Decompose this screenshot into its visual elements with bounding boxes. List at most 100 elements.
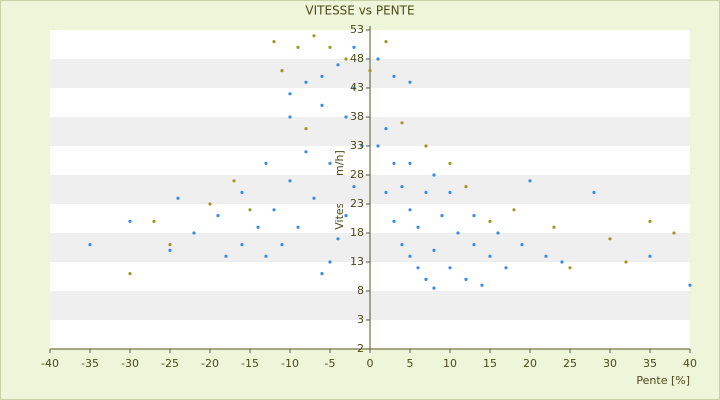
- data-point: [648, 219, 652, 223]
- data-point: [344, 214, 348, 218]
- data-point: [472, 214, 476, 218]
- data-point: [168, 248, 172, 252]
- data-point: [280, 69, 284, 73]
- data-point: [408, 208, 412, 212]
- data-point: [240, 190, 244, 194]
- data-point: [440, 214, 444, 218]
- x-tick-label: 15: [483, 357, 497, 370]
- data-point: [528, 179, 532, 183]
- data-point: [320, 272, 324, 276]
- data-point: [552, 225, 556, 229]
- y-tick-label: 18: [350, 226, 364, 239]
- y-tick-label: 3: [357, 313, 364, 326]
- data-point: [312, 34, 316, 38]
- data-point: [392, 74, 396, 78]
- data-point: [432, 173, 436, 177]
- data-point: [360, 144, 364, 148]
- x-tick-label: -5: [325, 357, 336, 370]
- x-tick-label: -30: [121, 357, 139, 370]
- data-point: [176, 196, 180, 200]
- data-point: [376, 144, 380, 148]
- x-tick-label: -20: [201, 357, 219, 370]
- data-point: [344, 115, 348, 119]
- data-point: [304, 80, 308, 84]
- x-tick-label: -40: [41, 357, 59, 370]
- x-tick-label: -35: [81, 357, 99, 370]
- data-point: [272, 40, 276, 44]
- data-point: [432, 248, 436, 252]
- data-point: [288, 115, 292, 119]
- data-point: [424, 190, 428, 194]
- y-tick-label: 23: [350, 197, 364, 210]
- data-point: [88, 243, 92, 247]
- chart-title: VITESSE vs PENTE: [305, 4, 414, 18]
- data-point: [464, 277, 468, 281]
- y-tick-label: -2: [353, 342, 364, 355]
- data-point: [648, 254, 652, 258]
- data-point: [224, 254, 228, 258]
- data-point: [448, 161, 452, 165]
- x-axis-title: Pente [%]: [636, 374, 690, 387]
- x-tick-label: 25: [563, 357, 577, 370]
- data-point: [288, 92, 292, 96]
- x-tick-label: 40: [683, 357, 697, 370]
- data-point: [304, 150, 308, 154]
- data-point: [392, 219, 396, 223]
- data-point: [216, 214, 220, 218]
- data-point: [384, 190, 388, 194]
- data-point: [472, 243, 476, 247]
- data-point: [296, 225, 300, 229]
- data-point: [344, 57, 348, 61]
- data-point: [168, 243, 172, 247]
- data-point: [424, 277, 428, 281]
- y-tick-label: 28: [350, 168, 364, 181]
- data-point: [192, 231, 196, 235]
- data-point: [352, 86, 356, 90]
- x-tick-label: 20: [523, 357, 537, 370]
- data-point: [408, 80, 412, 84]
- data-point: [432, 286, 436, 290]
- data-point: [232, 179, 236, 183]
- data-point: [456, 231, 460, 235]
- data-point: [320, 103, 324, 107]
- data-point: [400, 243, 404, 247]
- data-point: [424, 144, 428, 148]
- data-point: [592, 190, 596, 194]
- data-point: [416, 266, 420, 270]
- data-point: [368, 69, 372, 73]
- data-point: [280, 243, 284, 247]
- data-point: [400, 121, 404, 125]
- data-point: [544, 254, 548, 258]
- data-point: [328, 45, 332, 50]
- data-point: [488, 254, 492, 258]
- y-tick-label: 43: [350, 81, 364, 94]
- data-point: [384, 127, 388, 131]
- data-point: [400, 185, 404, 189]
- x-tick-label: 35: [643, 357, 657, 370]
- data-point: [408, 161, 412, 165]
- data-point: [392, 161, 396, 165]
- data-point: [328, 260, 332, 264]
- x-tick-label: 0: [367, 357, 374, 370]
- data-point: [320, 74, 324, 78]
- data-point: [128, 272, 132, 276]
- data-point: [288, 179, 292, 183]
- data-point: [256, 225, 260, 229]
- data-point: [240, 243, 244, 247]
- data-point: [408, 254, 412, 258]
- data-point: [376, 57, 380, 61]
- data-point: [672, 231, 676, 235]
- x-tick-label: 5: [407, 357, 414, 370]
- data-point: [336, 237, 340, 241]
- data-point: [152, 219, 156, 223]
- data-point: [272, 208, 276, 212]
- y-tick-label: 13: [350, 255, 364, 268]
- x-tick-label: 10: [443, 357, 457, 370]
- data-point: [464, 185, 468, 189]
- data-point: [688, 283, 692, 287]
- data-point: [208, 202, 212, 206]
- x-tick-label: -25: [161, 357, 179, 370]
- data-point: [560, 260, 564, 264]
- data-point: [328, 161, 332, 165]
